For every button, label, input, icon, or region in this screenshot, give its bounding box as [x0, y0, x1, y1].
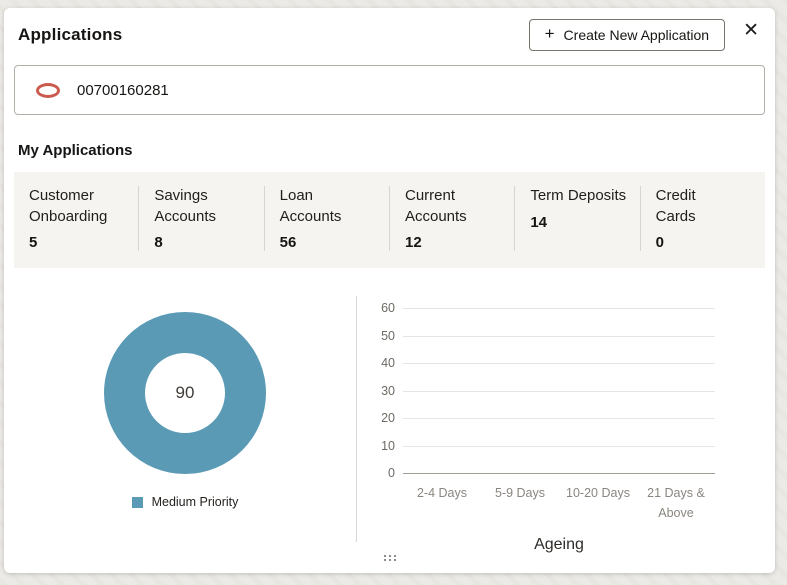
- y-tick-label: 40: [381, 356, 395, 371]
- application-number-value: 00700160281: [77, 81, 169, 99]
- application-number-field[interactable]: 00700160281: [14, 65, 765, 115]
- charts-row: 90 Medium Priority 0 10 20 30 40 50 60 2-4 Day…: [14, 296, 765, 554]
- stat-label: Customer: [29, 187, 95, 204]
- y-tick-label: 10: [381, 438, 395, 453]
- x-categories: 2-4 Days 5-9 Days 10-20 Days 21 Days & Abov…: [403, 483, 715, 523]
- bar-plot: 0 10 20 30 40 50 60: [381, 301, 715, 480]
- stats-bar: Customer Onboarding 5 Savings Accounts 8…: [14, 172, 765, 269]
- gridline: [403, 363, 715, 365]
- y-tick-label: 60: [381, 301, 395, 316]
- page-title: Applications: [18, 25, 123, 44]
- stat-label: Term Deposits: [530, 187, 627, 204]
- stat-label: Savings: [154, 187, 208, 204]
- stat-label: Current: [404, 187, 456, 204]
- y-tick-label: 20: [381, 411, 395, 426]
- x-category-label: 21 Days & Above: [647, 486, 705, 521]
- stat-savings-accounts[interactable]: Savings Accounts 8: [138, 186, 263, 252]
- gridline: [403, 335, 715, 337]
- stat-loan-accounts[interactable]: Loan Accounts 56: [263, 186, 389, 252]
- legend-label: Medium Priority: [151, 495, 239, 510]
- close-icon[interactable]: ✕: [743, 20, 759, 41]
- stat-label: Credit: [655, 187, 696, 204]
- stat-credit-cards[interactable]: Credit Cards 0: [639, 186, 765, 252]
- gridline: [403, 445, 715, 447]
- stat-label: Onboarding: [29, 207, 108, 225]
- create-new-application-button[interactable]: + Create New Application: [528, 19, 726, 51]
- stat-value: 5: [29, 234, 38, 252]
- stat-label: Accounts: [154, 207, 217, 225]
- applications-panel: Applications + Create New Application ✕ …: [4, 8, 775, 573]
- plus-icon: +: [544, 24, 555, 43]
- stat-term-deposits[interactable]: Term Deposits 14: [514, 186, 639, 252]
- donut-center: 90: [145, 353, 225, 434]
- resize-grip-handle[interactable]: [380, 551, 400, 565]
- donut-ring[interactable]: 90: [104, 312, 266, 475]
- stat-label: Loan: [279, 187, 314, 204]
- panel-header: Applications + Create New Application ✕: [4, 8, 775, 59]
- y-tick-label: 30: [381, 383, 395, 398]
- legend-swatch: [131, 496, 143, 508]
- stat-label: Cards: [655, 207, 696, 225]
- stat-label: Accounts: [404, 207, 467, 225]
- gridline: [403, 473, 715, 475]
- stat-value: 56: [279, 234, 297, 252]
- y-tick-label: 0: [388, 466, 395, 481]
- oracle-oval-icon: [36, 82, 60, 98]
- ageing-bar-chart: 0 10 20 30 40 50 60 2-4 Days 5-9 Days 10-20 Days…: [357, 296, 765, 554]
- stat-value: 0: [655, 234, 664, 252]
- stat-current-accounts[interactable]: Current Accounts 12: [388, 186, 514, 252]
- x-axis-title: Ageing: [534, 536, 584, 554]
- gridline: [403, 308, 715, 310]
- stat-label: Accounts: [279, 207, 342, 225]
- stat-customer-onboarding[interactable]: Customer Onboarding 5: [14, 186, 138, 251]
- x-category-label: 5-9 Days: [494, 486, 546, 501]
- y-tick-label: 50: [381, 328, 395, 343]
- stat-value: 14: [530, 213, 547, 231]
- priority-donut-chart: 90 Medium Priority: [14, 296, 356, 554]
- donut-center-label: 90: [175, 383, 195, 403]
- x-category-label: 10-20 Days: [566, 486, 630, 501]
- gridline: [403, 418, 715, 420]
- stat-value: 8: [154, 234, 163, 252]
- create-button-label: Create New Application: [563, 27, 710, 43]
- donut-legend: Medium Priority: [131, 495, 239, 510]
- section-title: My Applications: [18, 142, 133, 159]
- chart-divider: [356, 296, 357, 543]
- gridline: [403, 390, 715, 392]
- stat-value: 12: [404, 234, 422, 252]
- x-category-label: 2-4 Days: [416, 486, 468, 501]
